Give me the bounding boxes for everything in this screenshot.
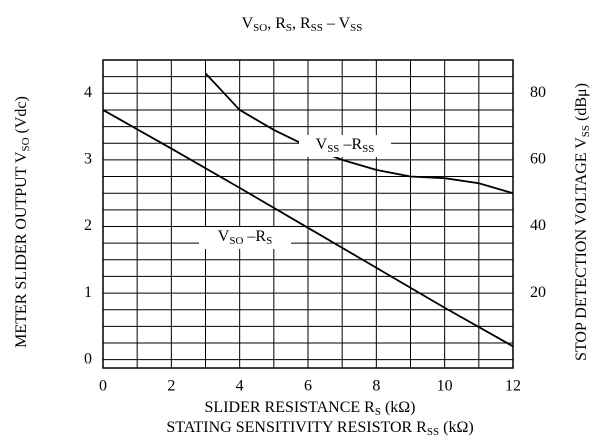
chart-title-part: – V [323, 15, 351, 32]
y2-axis-label-part: (dBμ) [573, 83, 590, 125]
x-tick-label: 10 [437, 378, 453, 395]
series-label-part: V [316, 136, 328, 153]
chart-title-sub: SS [350, 22, 362, 34]
x-tick-label: 6 [304, 378, 312, 395]
y-axis-label-part: (Vdc) [13, 96, 30, 137]
chart-title-sub: SS [311, 22, 323, 34]
x-axis-label-2-part: STATING SENSITIVITY RESISTOR R [166, 419, 427, 436]
series-line [204, 72, 514, 195]
chart-title-sub: S [286, 22, 292, 34]
y-axis-label-sub: SO [20, 137, 32, 151]
x-tick-label: 4 [236, 378, 244, 395]
x-tick-label: 2 [167, 378, 175, 395]
y2-tick-label: 80 [530, 84, 546, 101]
chart-title-part: V [242, 15, 254, 32]
x-axis-label-sub: S [375, 406, 381, 418]
series-label-sub: SS [362, 143, 374, 155]
x-axis-label-2-sub: SS [427, 426, 439, 438]
x-axis-label-2-part: (kΩ) [439, 419, 474, 436]
series-label-sub: SO [229, 235, 243, 247]
series-label: VSS –RSS [316, 136, 375, 155]
series-label-part: –R [339, 136, 362, 153]
y2-axis-label: STOP DETECTION VOLTAGE VSS (dBμ) [573, 83, 592, 361]
x-axis-label: SLIDER RESISTANCE RS (kΩ) [205, 399, 416, 418]
y-tick-label: 3 [84, 151, 92, 168]
x-axis-label-2: STATING SENSITIVITY RESISTOR RSS (kΩ) [166, 419, 473, 438]
x-tick-label: 0 [99, 378, 107, 395]
y-tick-label: 2 [84, 217, 92, 234]
chart-title-part: , R [292, 15, 311, 32]
plot-frame [102, 59, 514, 369]
chart-title: VSO, RS, RSS – VSS [242, 15, 363, 34]
series-label-sub: S [266, 235, 272, 247]
y2-tick-label: 60 [530, 151, 546, 168]
y2-axis-label-sub: SS [580, 125, 592, 137]
y-tick-label: 4 [84, 84, 92, 101]
y-axis-label: METER SLIDER OUTPUT VSO (Vdc) [13, 96, 32, 348]
y-tick-label: 0 [84, 350, 92, 367]
series-label-bg [199, 227, 291, 249]
series-label-part: –R [243, 228, 266, 245]
series-label-bg [299, 135, 391, 157]
series-label-part: V [218, 228, 230, 245]
series-label: VSO –RS [218, 228, 272, 247]
y-axis-label-part: METER SLIDER OUTPUT V [13, 151, 30, 348]
series-label-sub: SS [327, 143, 339, 155]
x-tick-label: 8 [372, 378, 380, 395]
y2-tick-label: 40 [530, 217, 546, 234]
y2-axis-label-part: STOP DETECTION VOLTAGE V [573, 137, 590, 361]
series-line [102, 109, 514, 348]
x-axis-label-part: SLIDER RESISTANCE R [205, 399, 376, 416]
y2-tick-label: 20 [530, 284, 546, 301]
y-tick-label: 1 [84, 284, 92, 301]
x-axis-label-part: (kΩ) [381, 399, 416, 416]
chart-title-part: , R [267, 15, 286, 32]
chart-title-sub: SO [253, 22, 267, 34]
x-tick-label: 12 [505, 378, 521, 395]
